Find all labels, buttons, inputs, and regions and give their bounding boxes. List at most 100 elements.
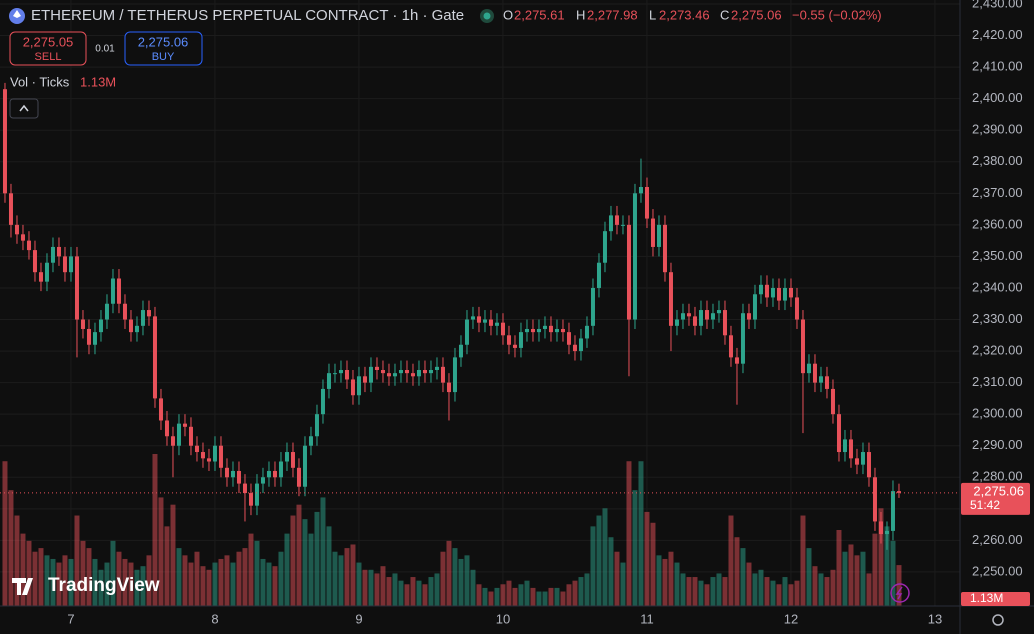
- candle-body: [788, 287, 793, 298]
- candle-body: [506, 335, 511, 345]
- candle-body: [164, 420, 169, 437]
- candle-body: [476, 316, 481, 323]
- candle-body: [806, 363, 811, 374]
- volume-bar: [794, 580, 800, 606]
- candle-body: [548, 325, 553, 333]
- volume-bar: [122, 558, 128, 606]
- volume-bar: [104, 562, 110, 606]
- volume-bar: [8, 490, 14, 606]
- candle-body: [284, 452, 289, 462]
- candle-body: [578, 338, 583, 352]
- volume-legend[interactable]: Vol · Ticks: [10, 74, 70, 89]
- volume-bar: [632, 490, 638, 606]
- volume-bar: [134, 569, 140, 606]
- candle-body: [734, 357, 739, 364]
- settings-button[interactable]: [992, 614, 1004, 626]
- candle-body: [536, 328, 541, 333]
- collapse-button[interactable]: [9, 98, 39, 119]
- candle-body: [38, 272, 43, 282]
- volume-bar: [194, 551, 200, 606]
- volume-bar: [242, 548, 248, 606]
- volume-bar: [482, 587, 488, 606]
- candle-body: [302, 445, 307, 487]
- volume-bar: [176, 548, 182, 606]
- candle-body: [458, 344, 463, 358]
- replay-icon: [895, 586, 903, 600]
- volume-bar: [68, 558, 74, 606]
- volume-bar: [368, 569, 374, 606]
- candle-body: [710, 313, 715, 320]
- volume-tag-bg: [961, 592, 1030, 606]
- candle-body: [782, 287, 787, 301]
- volume-bar: [446, 540, 452, 606]
- symbol-icon-glyph: [13, 10, 21, 18]
- candle-body: [260, 477, 265, 484]
- candle-body: [686, 313, 691, 317]
- candle-body: [596, 262, 601, 288]
- candle-body: [332, 373, 337, 375]
- volume-bar: [524, 580, 530, 606]
- y-tick-label: 2,280.00: [972, 469, 1023, 484]
- volume-bar: [776, 584, 782, 606]
- candle-body: [248, 493, 253, 506]
- volume-bar: [728, 515, 734, 606]
- y-tick-label: 2,260.00: [972, 532, 1023, 547]
- candle-body: [14, 224, 19, 235]
- candle-body: [446, 382, 451, 393]
- candle-body: [530, 328, 535, 333]
- volume-bar: [56, 562, 62, 606]
- y-tick-label: 2,370.00: [972, 185, 1023, 200]
- volume-bar: [674, 562, 680, 606]
- volume-bar: [644, 511, 650, 606]
- y-tick-label: 2,310.00: [972, 374, 1023, 389]
- candle-body: [92, 332, 97, 345]
- candle-body: [896, 491, 901, 493]
- candle-body: [362, 376, 367, 383]
- candle-body: [620, 224, 625, 226]
- candle-body: [398, 369, 403, 374]
- symbol-title[interactable]: ETHEREUM / TETHERUS PERPETUAL CONTRACT ·…: [31, 7, 464, 24]
- candle-body: [866, 452, 871, 478]
- sell-button[interactable]: [9, 31, 87, 66]
- y-tick-label: 2,430.00: [972, 0, 1023, 10]
- volume-bar: [278, 551, 284, 606]
- volume-bar: [410, 577, 416, 606]
- volume-bar: [272, 566, 278, 606]
- high-value: 2,277.98: [587, 7, 638, 22]
- candle-body: [242, 483, 247, 494]
- candle-body: [848, 439, 853, 459]
- volume-bar: [806, 548, 812, 606]
- x-tick-label: 10: [496, 611, 510, 626]
- candle-body: [356, 376, 361, 396]
- volume-bar: [320, 497, 326, 606]
- x-tick-label: 9: [355, 611, 362, 626]
- buy-button[interactable]: [124, 31, 203, 66]
- y-tick-label: 2,330.00: [972, 311, 1023, 326]
- volume-bar: [362, 569, 368, 606]
- volume-bar: [530, 587, 536, 606]
- candle-body: [236, 470, 241, 484]
- volume-bar: [848, 544, 854, 606]
- price-tag-bg: [961, 482, 1030, 515]
- volume-bar: [74, 515, 80, 606]
- volume-bar: [422, 584, 428, 606]
- volume-bar: [398, 580, 404, 606]
- volume-bar: [656, 555, 662, 606]
- candle-body: [50, 246, 55, 263]
- candle-body: [416, 369, 421, 377]
- volume-bar: [338, 555, 344, 606]
- volume-bar: [38, 548, 44, 606]
- replay-button[interactable]: [890, 583, 910, 603]
- y-tick-label: 2,410.00: [972, 59, 1023, 74]
- candle-body: [794, 297, 799, 320]
- volume-bar: [140, 566, 146, 606]
- candle-body: [320, 388, 325, 415]
- volume-bar: [554, 587, 560, 606]
- sell-price: 2,275.05: [23, 34, 74, 49]
- volume-bar: [560, 591, 566, 606]
- volume-bar: [590, 526, 596, 606]
- y-tick-label: 2,400.00: [972, 90, 1023, 105]
- candle-body: [500, 322, 505, 336]
- candle-body: [344, 369, 349, 380]
- volume-bar: [470, 569, 476, 606]
